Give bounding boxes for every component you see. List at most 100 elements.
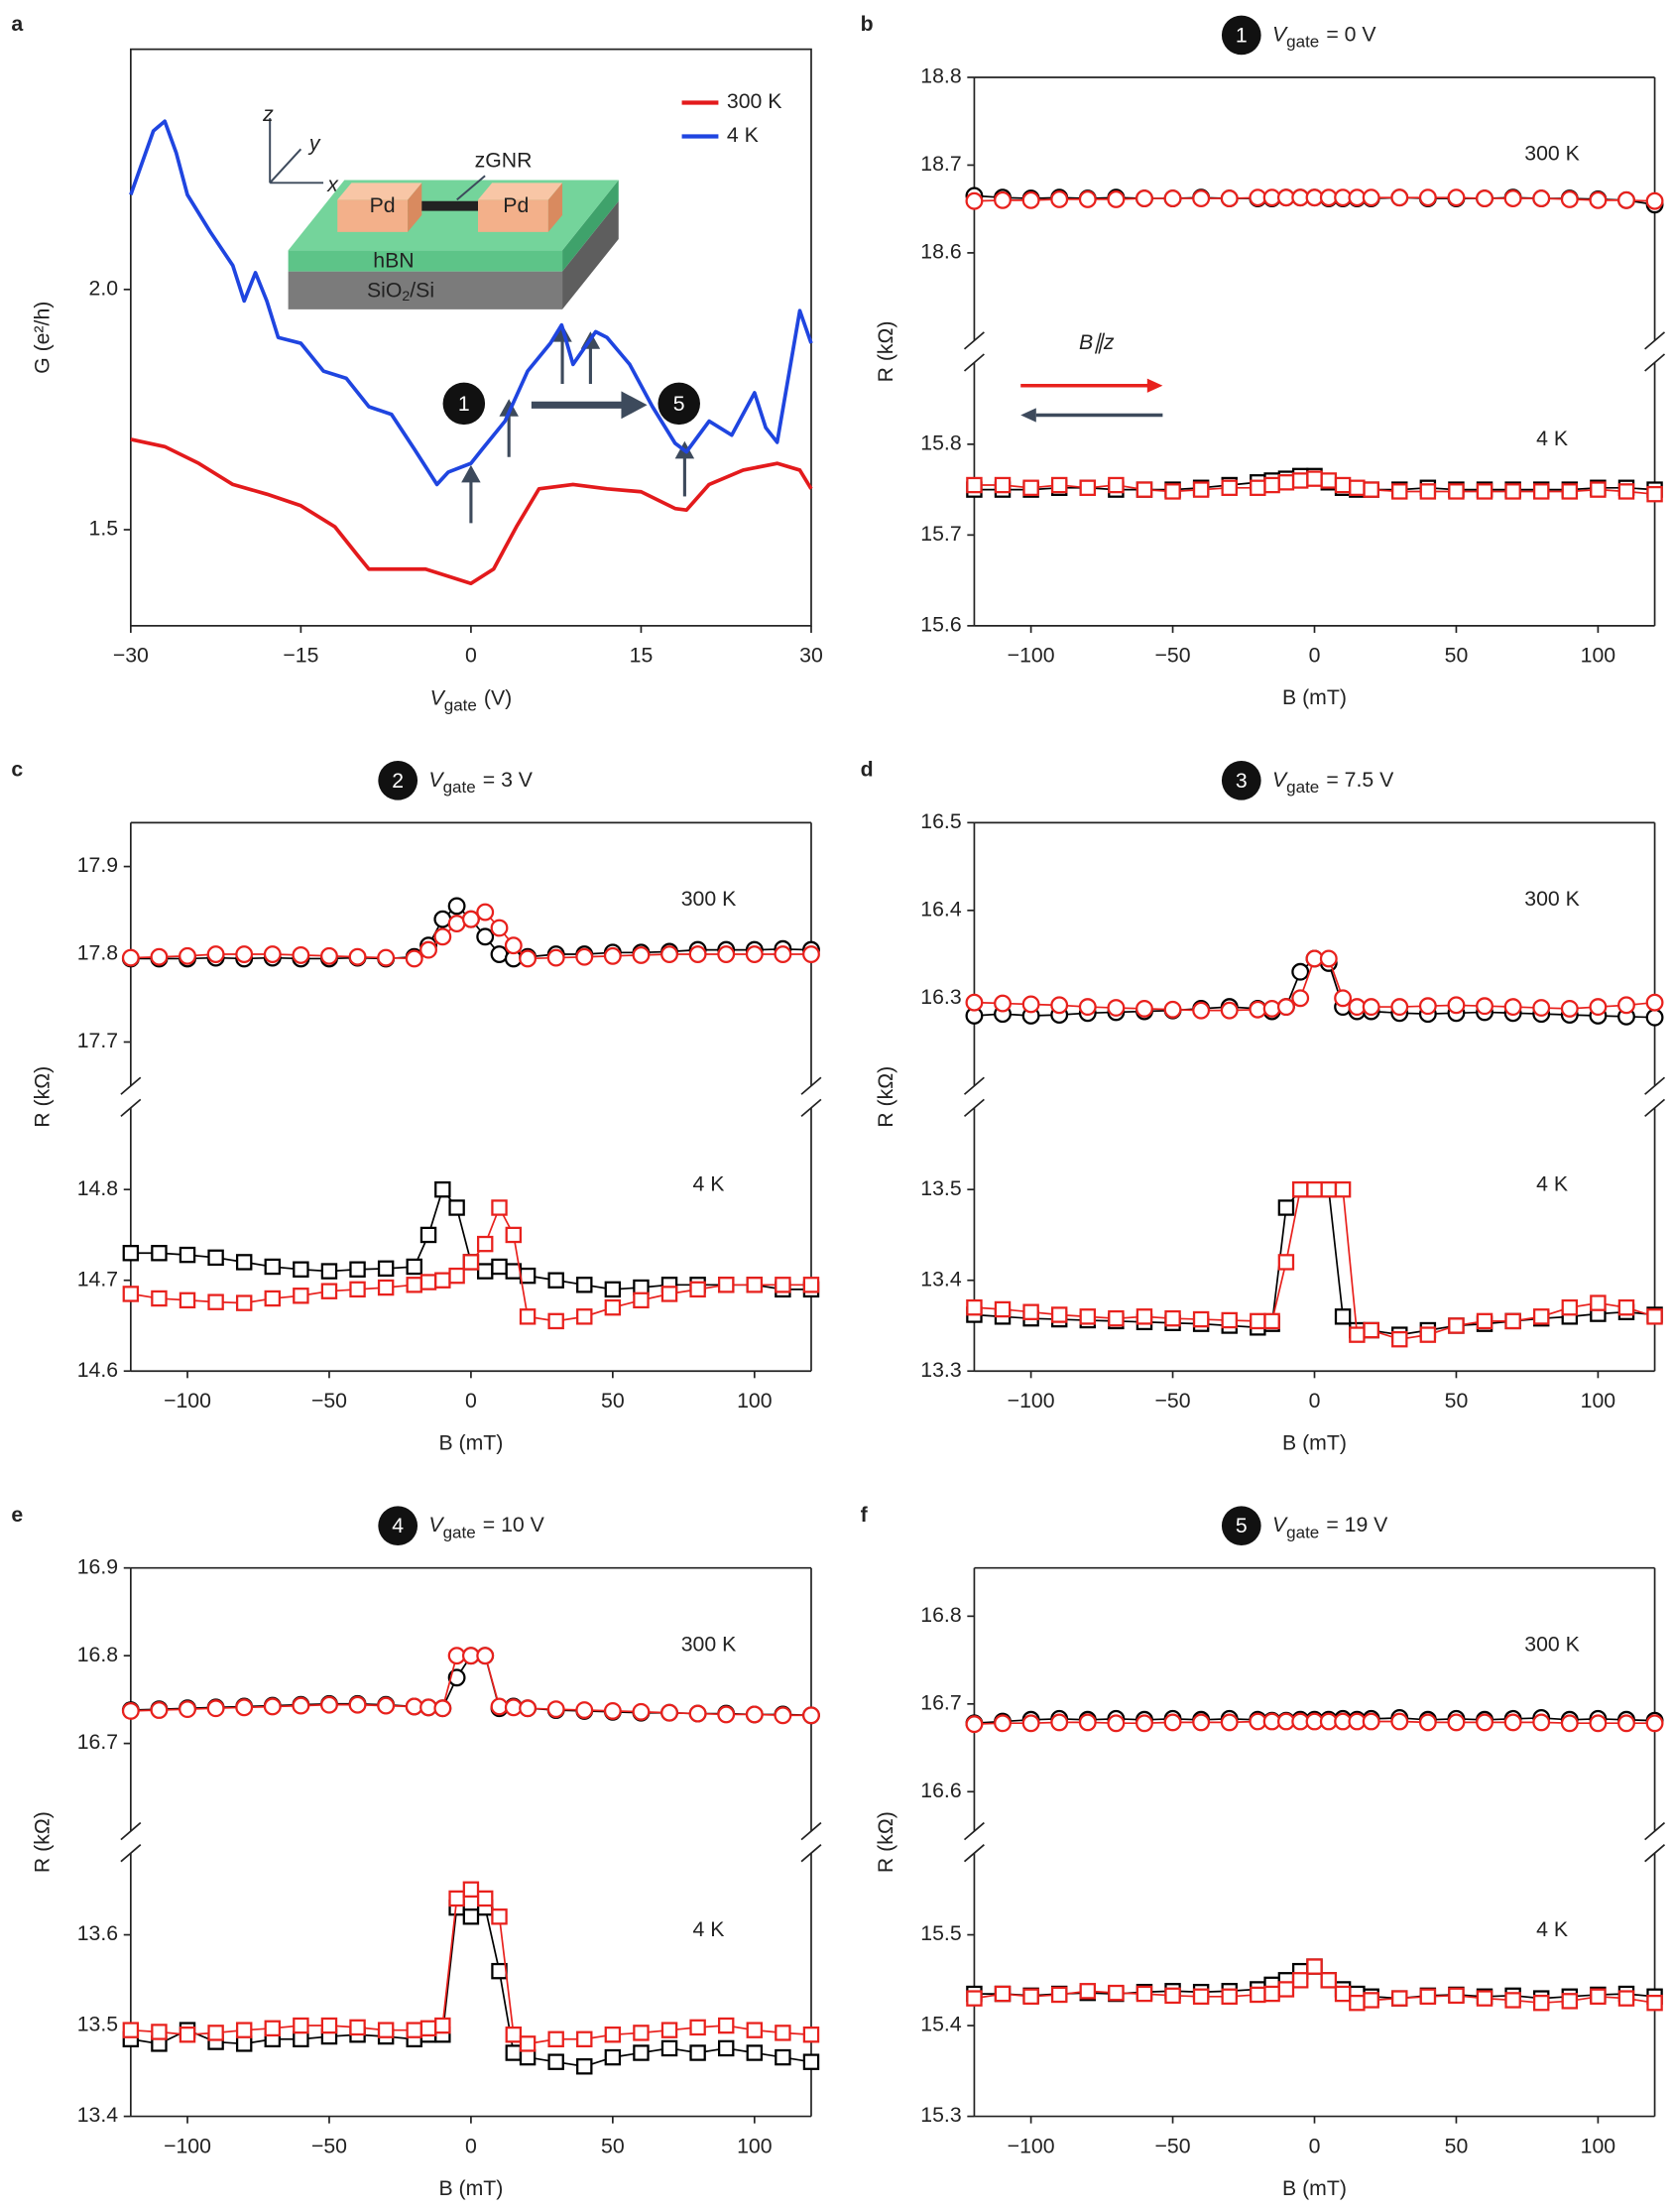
- data-point: [349, 2019, 366, 2036]
- data-point: [235, 2035, 253, 2052]
- data-point: [1135, 1985, 1153, 2003]
- data-point: [1646, 485, 1663, 503]
- x-tick-label: 0: [1309, 1389, 1321, 1413]
- x-tick-label: 50: [601, 1389, 625, 1413]
- data-point: [377, 1696, 396, 1715]
- data-point: [1135, 189, 1153, 207]
- x-tick-label: −100: [1008, 2134, 1055, 2157]
- data-point: [121, 1701, 140, 1720]
- data-point: [519, 2048, 537, 2066]
- y-tick-label: 14.6: [77, 1358, 118, 1382]
- y-tick-label: 16.6: [920, 1779, 961, 1802]
- data-point: [462, 1908, 480, 1925]
- data-point: [1079, 1308, 1097, 1325]
- data-point: [151, 1245, 168, 1262]
- data-point: [235, 1254, 253, 1271]
- x-tick-label: 100: [737, 2134, 772, 2157]
- data-point: [1221, 479, 1238, 496]
- data-point: [1221, 1311, 1238, 1329]
- data-point: [150, 1701, 169, 1719]
- title-text: = 10 V: [483, 1513, 545, 1536]
- title-text: = 19 V: [1326, 1513, 1388, 1536]
- data-point: [419, 1226, 437, 1244]
- data-point: [1108, 1309, 1125, 1327]
- data-point: [349, 1281, 366, 1298]
- data-point: [1561, 1298, 1579, 1316]
- arrowhead: [1146, 378, 1163, 393]
- data-point: [1363, 481, 1379, 498]
- data-point: [1220, 1001, 1239, 1020]
- data-point: [1589, 190, 1608, 209]
- data-point: [179, 2026, 196, 2043]
- data-point: [1645, 1008, 1664, 1027]
- data-point: [1192, 1001, 1211, 1020]
- x-tick-label: 0: [465, 2134, 477, 2157]
- data-point: [774, 945, 792, 963]
- data-point: [1263, 1312, 1280, 1330]
- title-symbol: V: [428, 767, 444, 791]
- data-point: [179, 946, 196, 965]
- data-point: [802, 2053, 820, 2070]
- y-tick-label: 17.7: [77, 1029, 118, 1052]
- data-point: [505, 1226, 523, 1244]
- data-point: [433, 1699, 452, 1718]
- x-tick-label: 50: [1445, 2134, 1469, 2157]
- data-point: [320, 2017, 338, 2034]
- panel-label: e: [11, 1503, 23, 1527]
- data-point: [994, 476, 1012, 494]
- data-point: [1078, 1713, 1097, 1732]
- title-marker-label: 1: [1236, 23, 1248, 47]
- data-point: [1532, 1994, 1550, 2012]
- device-inset: z y x zGNR Pd Pd hBN SiO2/Si: [262, 102, 619, 309]
- data-point: [994, 1985, 1012, 2003]
- series-line: [129, 119, 813, 487]
- x-tick-label: −100: [1008, 644, 1055, 668]
- data-point: [1107, 190, 1126, 208]
- title-marker-label: 2: [392, 769, 404, 793]
- data-point: [434, 1180, 451, 1198]
- data-point: [1504, 1312, 1521, 1330]
- temperature-label: 300 K: [1524, 1632, 1580, 1656]
- pad-right-side: [547, 183, 563, 232]
- data-point: [1503, 189, 1522, 207]
- data-point: [965, 191, 984, 210]
- panel-title: Vgate = 0 V: [1272, 22, 1376, 51]
- x-tick-label: −50: [1155, 2134, 1191, 2157]
- data-point: [377, 2022, 395, 2038]
- y-axis-label: R (kΩ): [874, 1066, 897, 1128]
- data-point: [1291, 1972, 1309, 1989]
- data-point: [802, 945, 820, 963]
- data-point: [151, 2024, 168, 2040]
- arrowhead: [1020, 408, 1036, 423]
- data-point: [491, 1962, 508, 1980]
- step-marker-label: 5: [673, 392, 685, 416]
- data-point: [1334, 989, 1353, 1008]
- panel-label: a: [11, 12, 23, 36]
- data-point: [632, 1702, 651, 1721]
- temperature-label: 300 K: [1524, 142, 1580, 166]
- x-tick-label: 50: [1445, 644, 1469, 668]
- data-point: [1078, 190, 1097, 208]
- data-point: [293, 1288, 309, 1304]
- data-point: [1022, 1303, 1039, 1320]
- data-point: [1192, 481, 1210, 498]
- data-point: [1050, 996, 1069, 1015]
- data-point: [547, 1272, 564, 1289]
- y-tick-label: 15.3: [920, 2103, 961, 2127]
- data-point: [717, 2017, 735, 2034]
- data-point: [235, 1294, 253, 1311]
- data-point: [1617, 483, 1635, 500]
- data-point: [1419, 1326, 1437, 1343]
- data-point: [476, 1263, 494, 1280]
- y-tick-label: 1.5: [89, 517, 119, 541]
- x-tick-label: 0: [1309, 644, 1321, 668]
- arrowhead: [461, 464, 481, 483]
- data-point: [1050, 1713, 1069, 1732]
- pad-left-top: [337, 183, 422, 200]
- panel-label: b: [861, 12, 874, 36]
- temperature-label: 300 K: [681, 1632, 737, 1656]
- data-point: [1390, 998, 1409, 1017]
- axis-break: [1644, 1821, 1666, 1841]
- x-label-subscript: gate: [444, 695, 477, 714]
